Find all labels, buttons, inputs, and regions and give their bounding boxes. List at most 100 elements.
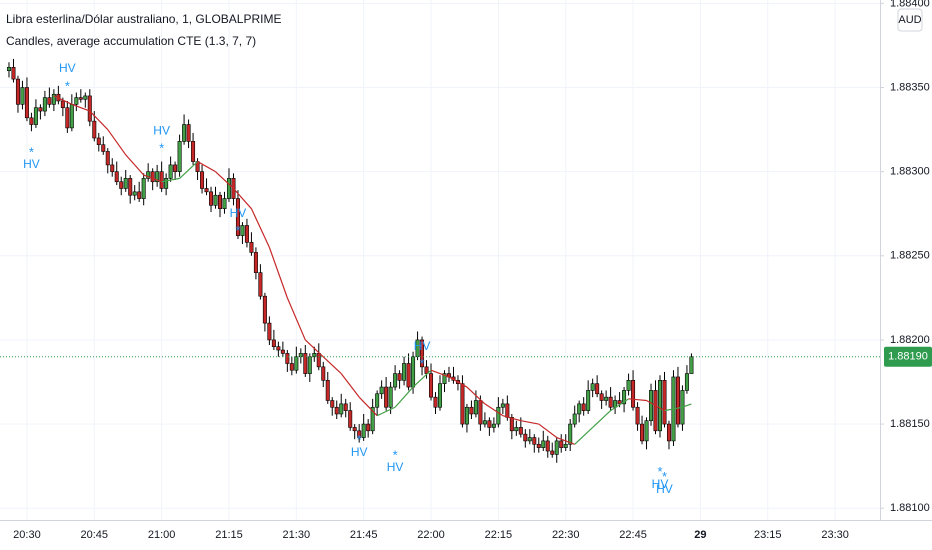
chart-title: Libra esterlina/Dólar australiano, 1, GL… [6,12,281,26]
y-tick-label: 1.88250 [890,250,930,262]
candle-body [626,380,631,391]
candle-body [550,450,555,455]
candle-body [38,107,43,112]
average-line [538,423,558,439]
candle-body [482,420,487,425]
candle-body [312,353,317,358]
candle-body [388,386,393,408]
candle-body [640,423,645,442]
candle-body [469,406,474,415]
candle-body [420,339,425,368]
candle-body [218,194,223,209]
average-line [520,420,539,425]
candle-body [235,198,240,236]
candle-body [222,198,227,209]
candle-body [289,363,294,371]
x-tick-label: 20:30 [13,529,41,541]
candle-body [653,390,658,432]
candle-body [182,124,187,142]
average-line [466,386,486,405]
average-line [664,406,683,412]
candle-body [599,393,604,401]
annotation-marker: * [159,141,164,156]
average-line [286,297,306,341]
candle-body [536,443,541,448]
annotation-label: HV [23,157,40,171]
average-line [107,129,127,156]
candle-body [96,137,101,146]
candle-body [509,417,514,432]
candle-body [635,406,640,425]
candle-body [675,376,680,425]
annotation-label: HV [652,477,669,491]
annotation-marker: * [393,447,398,462]
annotation-marker: * [657,464,662,479]
candle-body [33,107,38,125]
average-line [682,403,692,408]
candle-body [101,144,106,152]
annotation-marker: * [29,144,34,159]
annotation-label: HV [153,123,170,137]
annotation-label: HV [656,482,673,496]
candle-body [303,353,308,374]
candle-body [545,440,550,452]
candle-body [186,124,191,142]
annotation-label: HV [414,339,431,353]
candle-body [132,191,137,196]
candle-body [662,380,667,425]
candle-body [159,171,164,189]
annotation-marker: * [235,223,240,238]
candle-body [361,423,366,438]
candle-body [164,178,169,189]
candle-body [141,178,146,199]
candle-body [424,366,429,374]
candle-body [478,400,483,425]
candle-body [87,95,92,122]
y-tick-label: 1.88400 [890,0,930,9]
candle-body [78,97,83,100]
candle-body [321,366,326,381]
candle-body [298,353,303,358]
candle-body [554,440,559,455]
currency-box [897,8,923,32]
candle-body [348,410,353,428]
candle-body [402,363,407,381]
candle-body [590,383,595,391]
candle-body [581,403,586,411]
average-line [358,396,378,417]
average-line [89,110,109,130]
candle-body [330,400,335,408]
candle-body [267,322,272,341]
candle-body [60,100,65,109]
candle-body [20,87,25,105]
candle-body [442,373,447,384]
candle-body [204,188,209,193]
average-line [304,339,324,358]
average-line [574,427,594,445]
candle-body [357,430,362,438]
candle-body [51,93,56,105]
candle-body [173,164,178,172]
candle-body [213,194,218,206]
x-tick-label: 21:00 [148,529,176,541]
average-line [340,373,360,398]
candle-body [397,373,402,381]
y-tick-label: 1.88150 [890,418,930,430]
candle-body [631,380,636,408]
candle-body [464,406,469,425]
average-line [394,386,414,408]
candle-body [271,339,276,347]
candle-body [370,406,375,432]
annotation-marker: * [420,356,425,371]
candle-body [65,107,70,129]
x-tick-label: 21:15 [215,529,243,541]
candle-body [460,383,465,425]
candle-body [604,396,609,401]
annotation-label: HV [230,206,247,220]
candle-body [375,393,380,408]
candle-body [114,171,119,183]
average-line [268,247,288,299]
candle-body [334,406,339,415]
candle-body [518,427,523,435]
candle-body [572,413,577,425]
